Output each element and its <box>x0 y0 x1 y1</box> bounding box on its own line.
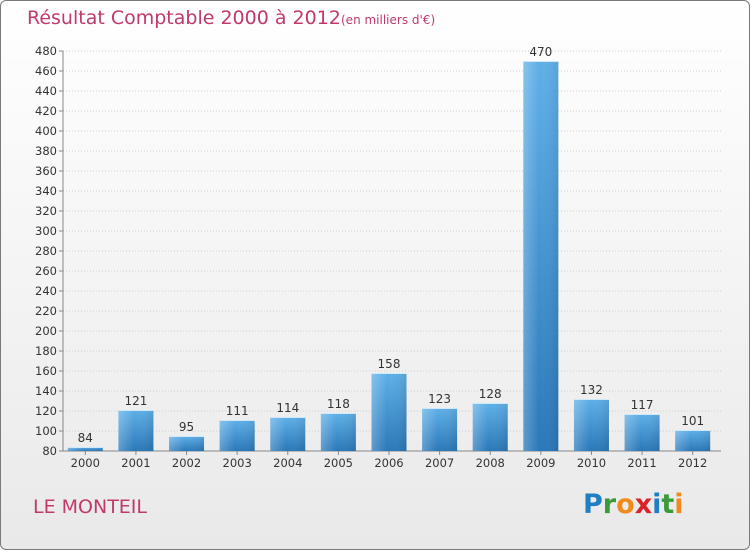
y-tick-label: 180 <box>35 344 57 358</box>
y-tick-label: 320 <box>35 204 57 218</box>
logo-letter: o <box>616 489 635 520</box>
y-tick-label: 300 <box>35 224 57 238</box>
bar-value-label: 121 <box>124 394 147 408</box>
x-tick-label: 2005 <box>324 456 353 470</box>
x-tick-label: 2011 <box>627 456 656 470</box>
x-tick-label: 2004 <box>273 456 302 470</box>
y-tick-label: 340 <box>35 184 57 198</box>
bar-shine <box>118 410 154 451</box>
x-tick-label: 2002 <box>172 456 201 470</box>
logo-letter: i <box>674 489 684 520</box>
y-tick-label: 400 <box>35 124 57 138</box>
y-tick-label: 140 <box>35 384 57 398</box>
bar-shine <box>472 403 508 451</box>
x-tick-label: 2000 <box>71 456 100 470</box>
proxiti-logo: Proxiti <box>583 489 684 520</box>
logo-letter: i <box>652 489 662 520</box>
bar-value-label: 118 <box>327 397 350 411</box>
y-tick-label: 380 <box>35 144 57 158</box>
bar-shine <box>320 413 356 451</box>
y-tick-label: 480 <box>35 44 57 58</box>
logo-letter: x <box>634 489 653 520</box>
bar-shine <box>169 436 205 451</box>
y-tick-label: 440 <box>35 84 57 98</box>
x-tick-label: 2010 <box>577 456 606 470</box>
bar-value-label: 114 <box>276 401 299 415</box>
bar-shine <box>67 447 103 451</box>
y-tick-label: 360 <box>35 164 57 178</box>
x-tick-label: 2012 <box>678 456 707 470</box>
y-tick-label: 80 <box>42 444 57 458</box>
bar-value-label: 470 <box>529 45 552 59</box>
bar-value-label: 84 <box>78 431 93 445</box>
bar-value-label: 117 <box>631 398 654 412</box>
y-tick-label: 200 <box>35 324 57 338</box>
bar-value-label: 132 <box>580 383 603 397</box>
x-tick-label: 2009 <box>526 456 555 470</box>
x-tick-label: 2008 <box>476 456 505 470</box>
y-tick-label: 100 <box>35 424 57 438</box>
bar-shine <box>422 408 458 451</box>
bar-value-label: 111 <box>226 404 249 418</box>
bar-shine <box>371 373 407 451</box>
bar-shine <box>270 417 306 451</box>
chart-subtitle: (en milliers d'€) <box>341 13 436 27</box>
x-tick-label: 2001 <box>121 456 150 470</box>
bar-shine <box>573 399 609 451</box>
y-tick-label: 240 <box>35 284 57 298</box>
commune-name: LE MONTEIL <box>33 496 147 518</box>
bar-value-label: 123 <box>428 392 451 406</box>
bar-shine <box>624 414 660 451</box>
bar-value-label: 128 <box>479 387 502 401</box>
x-tick-label: 2006 <box>374 456 403 470</box>
logo-letter: t <box>661 489 675 520</box>
bar-shine <box>675 430 711 451</box>
bar-value-label: 95 <box>179 420 194 434</box>
logo-letter: P <box>583 489 603 520</box>
y-tick-label: 120 <box>35 404 57 418</box>
bar-shine <box>219 420 255 451</box>
y-tick-label: 260 <box>35 264 57 278</box>
y-tick-label: 460 <box>35 64 57 78</box>
bar-shine <box>523 61 559 451</box>
x-tick-label: 2003 <box>223 456 252 470</box>
x-tick-label: 2007 <box>425 456 454 470</box>
bar-value-label: 158 <box>378 357 401 371</box>
chart-title: Résultat Comptable 2000 à 2012 <box>27 7 341 29</box>
y-tick-label: 220 <box>35 304 57 318</box>
bar-value-label: 101 <box>681 414 704 428</box>
logo-letter: r <box>602 489 617 520</box>
y-tick-label: 280 <box>35 244 57 258</box>
y-tick-label: 420 <box>35 104 57 118</box>
y-tick-label: 160 <box>35 364 57 378</box>
